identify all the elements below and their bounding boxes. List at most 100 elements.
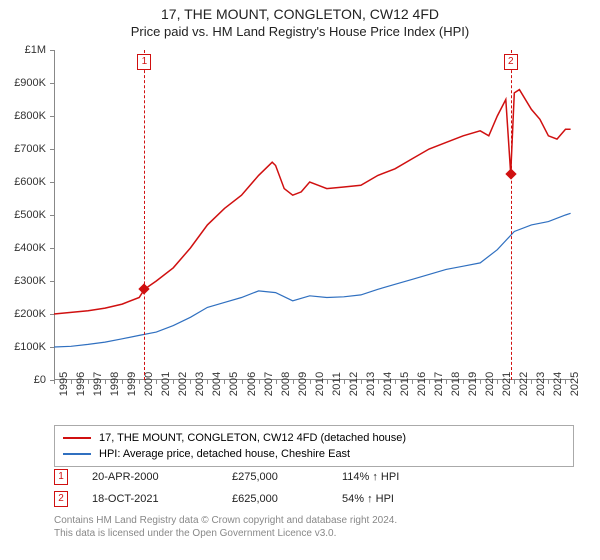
xtick-mark [514,380,515,384]
xtick-label: 2024 [552,372,564,396]
legend-row: HPI: Average price, detached house, Ches… [63,446,565,462]
footer-line2: This data is licensed under the Open Gov… [54,527,574,540]
xtick-mark [71,380,72,384]
ytick-label: £1M [0,44,46,56]
xtick-label: 2016 [416,372,428,396]
xtick-label: 1995 [58,372,70,396]
sale-marker-index: 2 [504,54,518,70]
chart-area: £0£100K£200K£300K£400K£500K£600K£700K£80… [54,50,574,380]
xtick-label: 1996 [75,372,87,396]
ytick-label: £800K [0,110,46,122]
ytick-label: £100K [0,341,46,353]
ytick-mark [50,83,54,84]
title-sub: Price paid vs. HM Land Registry's House … [0,24,600,39]
sale-row: 2 18-OCT-2021£625,00054% ↑ HPI [54,488,574,510]
footer-line1: Contains HM Land Registry data © Crown c… [54,514,574,527]
xtick-mark [224,380,225,384]
xtick-label: 2025 [569,372,581,396]
xtick-label: 2010 [314,372,326,396]
xtick-mark [395,380,396,384]
ytick-label: £400K [0,242,46,254]
xtick-label: 2006 [246,372,258,396]
ytick-mark [50,314,54,315]
ytick-label: £900K [0,77,46,89]
xtick-mark [190,380,191,384]
xtick-mark [139,380,140,384]
xtick-mark [361,380,362,384]
xtick-label: 2001 [160,372,172,396]
sale-row: 1 20-APR-2000£275,000114% ↑ HPI [54,466,574,488]
ytick-mark [50,281,54,282]
xtick-label: 2004 [211,372,223,396]
xtick-mark [344,380,345,384]
ytick-label: £700K [0,143,46,155]
xtick-mark [122,380,123,384]
xtick-label: 2003 [194,372,206,396]
sale-price: £275,000 [232,471,342,483]
xtick-mark [378,380,379,384]
xtick-label: 2018 [450,372,462,396]
xtick-mark [88,380,89,384]
xtick-label: 2015 [399,372,411,396]
xtick-label: 1997 [92,372,104,396]
ytick-mark [50,50,54,51]
sale-marker-line [144,50,145,380]
xtick-label: 1999 [126,372,138,396]
xtick-mark [259,380,260,384]
title-main: 17, THE MOUNT, CONGLETON, CW12 4FD [0,6,600,22]
chart-svg [54,50,574,380]
xtick-label: 2020 [484,372,496,396]
xtick-mark [463,380,464,384]
xtick-mark [497,380,498,384]
series-property [54,90,571,314]
xtick-mark [565,380,566,384]
xtick-mark [446,380,447,384]
xtick-mark [276,380,277,384]
xtick-label: 2005 [228,372,240,396]
legend-label: 17, THE MOUNT, CONGLETON, CW12 4FD (deta… [99,432,406,444]
xtick-mark [242,380,243,384]
legend-swatch [63,453,91,455]
sale-index-box: 2 [54,491,68,507]
xtick-mark [548,380,549,384]
sale-delta: 54% ↑ HPI [342,493,462,505]
xtick-mark [54,380,55,384]
ytick-mark [50,248,54,249]
xtick-mark [310,380,311,384]
sale-date: 18-OCT-2021 [92,493,232,505]
ytick-label: £0 [0,374,46,386]
footer-attribution: Contains HM Land Registry data © Crown c… [54,514,574,540]
sale-index-box: 1 [54,469,68,485]
legend-row: 17, THE MOUNT, CONGLETON, CW12 4FD (deta… [63,430,565,446]
ytick-mark [50,347,54,348]
sale-date: 20-APR-2000 [92,471,232,483]
legend-swatch [63,437,91,439]
xtick-mark [531,380,532,384]
ytick-mark [50,182,54,183]
xtick-mark [480,380,481,384]
chart-container: 17, THE MOUNT, CONGLETON, CW12 4FD Price… [0,0,600,560]
xtick-mark [429,380,430,384]
ytick-label: £200K [0,308,46,320]
xtick-label: 2011 [331,372,343,396]
sale-delta: 114% ↑ HPI [342,471,462,483]
xtick-mark [412,380,413,384]
ytick-label: £600K [0,176,46,188]
xtick-label: 1998 [109,372,121,396]
xtick-label: 2023 [535,372,547,396]
xtick-mark [327,380,328,384]
xtick-mark [173,380,174,384]
ytick-mark [50,116,54,117]
sale-price: £625,000 [232,493,342,505]
xtick-label: 2007 [263,372,275,396]
xtick-mark [293,380,294,384]
ytick-mark [50,215,54,216]
xtick-mark [156,380,157,384]
ytick-label: £500K [0,209,46,221]
xtick-label: 2022 [518,372,530,396]
ytick-mark [50,149,54,150]
legend-label: HPI: Average price, detached house, Ches… [99,448,350,460]
xtick-label: 2013 [365,372,377,396]
sales-table: 1 20-APR-2000£275,000114% ↑ HPI 2 18-OCT-20… [54,466,574,510]
xtick-label: 2017 [433,372,445,396]
